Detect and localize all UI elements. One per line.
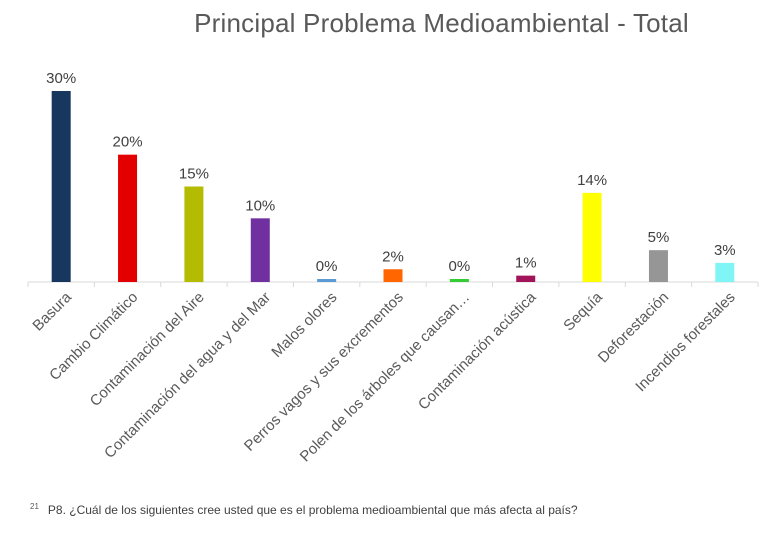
bar	[317, 279, 337, 282]
bar	[715, 262, 735, 282]
bar-value-label: 1%	[515, 255, 537, 272]
bar	[51, 91, 71, 282]
bar	[648, 250, 668, 282]
bar	[582, 192, 602, 282]
bar-value-label: 30%	[46, 70, 76, 87]
bar-value-label: 2%	[382, 248, 404, 265]
category-label: Basura	[29, 288, 75, 334]
bar-value-label: 3%	[714, 242, 736, 259]
category-label: Sequía	[560, 288, 606, 334]
bar-value-label: 15%	[179, 166, 209, 183]
category-label: Malos olores	[268, 289, 340, 361]
bar	[118, 154, 138, 282]
bar-value-label: 10%	[245, 197, 275, 214]
bar-value-label: 5%	[648, 229, 670, 246]
category-label: Contaminación acústica	[415, 288, 540, 413]
chart-title: Principal Problema Medioambiental - Tota…	[194, 8, 689, 38]
bar-value-label: 0%	[316, 258, 338, 275]
bar	[184, 186, 204, 282]
bar-value-label: 0%	[449, 258, 471, 275]
bar-value-label: 14%	[577, 172, 607, 189]
bar	[449, 279, 469, 282]
bar	[383, 269, 403, 282]
bar	[250, 218, 270, 282]
bar-value-label: 20%	[113, 134, 143, 151]
footnote: 21 P8. ¿Cuál de los siguientes cree usted…	[30, 502, 578, 517]
footnote-text: P8. ¿Cuál de los siguientes cree usted q…	[47, 503, 578, 517]
category-label: Contaminación del Aire	[87, 289, 208, 410]
bar	[516, 275, 536, 282]
footnote-number: 21	[30, 502, 39, 511]
